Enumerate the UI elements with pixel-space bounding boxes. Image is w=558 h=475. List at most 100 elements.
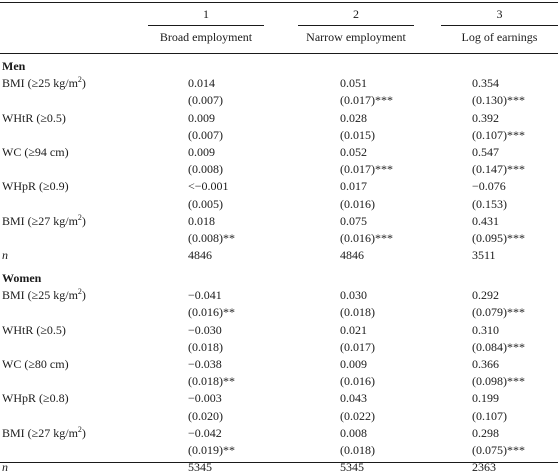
- coefficient-row: WHpR (≥0.9) <−0.001 0.017 −0.076: [0, 178, 558, 194]
- row-label-text: WHtR (≥0.5): [2, 322, 66, 337]
- standard-error-cell: (0.016)***: [340, 231, 393, 245]
- coefficient-row: WHtR (≥0.5) 0.009 0.028 0.392: [0, 110, 558, 126]
- coefficient-cell: 0.298: [472, 425, 499, 440]
- coefficient-cell: 0.051: [340, 76, 367, 91]
- coefficient-row: WHpR (≥0.8) −0.003 0.043 0.199: [0, 390, 558, 406]
- coefficient-cell: 0.292: [472, 288, 499, 303]
- standard-error-cell: (0.107): [472, 408, 507, 423]
- row-label: BMI (≥25 kg/m2): [2, 75, 86, 91]
- standard-error-cell: (0.084)***: [472, 339, 525, 354]
- coefficient-cell: 0.354: [472, 76, 499, 91]
- coefficient-cell: −0.030: [188, 322, 222, 337]
- row-label-text: WHpR (≥0.9): [2, 179, 69, 194]
- standard-error-cell: (0.022): [340, 408, 375, 423]
- coefficient-cell: −0.042: [188, 425, 222, 440]
- sample-size-cell: 4846: [340, 248, 364, 263]
- sample-size-row: n 4846 4846 3511: [0, 247, 558, 263]
- coefficient-cell: 0.547: [472, 145, 499, 159]
- coefficient-row: WC (≥94 cm) 0.009 0.052 0.547: [0, 144, 558, 160]
- row-label-superscript: 2: [77, 424, 82, 434]
- standard-error-cell: (0.018)**: [188, 374, 235, 389]
- row-label: WC (≥94 cm): [2, 144, 69, 160]
- row-label: BMI (≥27 kg/m2): [2, 213, 86, 229]
- row-label: WHtR (≥0.5): [2, 322, 66, 338]
- standard-error-cell: (0.007): [188, 127, 223, 142]
- coefficient-row: BMI (≥27 kg/m2) 0.018 0.075 0.431: [0, 213, 558, 229]
- row-label-suffix: ): [81, 288, 86, 303]
- standard-error-row: (0.007) (0.017)*** (0.130)***: [0, 92, 558, 108]
- section-header-row: Men: [0, 58, 558, 74]
- coefficient-cell: 0.008: [340, 425, 367, 440]
- coefficient-row: BMI (≥25 kg/m2) 0.014 0.051 0.354: [0, 75, 558, 91]
- standard-error-cell: (0.005): [188, 196, 223, 211]
- standard-error-cell: (0.147)***: [472, 162, 525, 177]
- coefficient-cell: 0.017: [340, 179, 367, 194]
- standard-error-cell: (0.018): [188, 339, 223, 354]
- standard-error-row: (0.008) (0.017)*** (0.147)***: [0, 161, 558, 177]
- coefficient-cell: 0.030: [340, 288, 367, 303]
- standard-error-cell: (0.007): [188, 93, 223, 108]
- sample-size-cell: 3511: [472, 248, 496, 263]
- coefficient-cell: 0.009: [188, 110, 215, 125]
- standard-error-row: (0.020) (0.022) (0.107): [0, 408, 558, 424]
- standard-error-cell: (0.008)**: [188, 231, 235, 245]
- standard-error-cell: (0.075)***: [472, 443, 525, 457]
- row-label-superscript: 2: [77, 287, 82, 297]
- standard-error-cell: (0.079)***: [472, 305, 525, 320]
- coefficient-cell: 0.431: [472, 213, 499, 228]
- column-number-3: 3: [496, 7, 503, 21]
- coefficient-cell: −0.038: [188, 357, 222, 371]
- standard-error-cell: (0.016): [340, 196, 375, 211]
- row-label: BMI (≥27 kg/m2): [2, 425, 86, 441]
- standard-error-cell: (0.098)***: [472, 374, 525, 389]
- top-rule: [0, 2, 558, 3]
- standard-error-cell: (0.017): [340, 339, 375, 354]
- coefficient-row: BMI (≥25 kg/m2) −0.041 0.030 0.292: [0, 287, 558, 303]
- coefficient-cell: 0.028: [340, 110, 367, 125]
- standard-error-row: (0.007) (0.015) (0.107)***: [0, 127, 558, 143]
- coefficient-row: WHtR (≥0.5) −0.030 0.021 0.310: [0, 322, 558, 338]
- column-number-2: 2: [353, 7, 359, 21]
- row-label: WHtR (≥0.5): [2, 110, 66, 126]
- row-label-text: WC (≥94 cm): [2, 145, 69, 159]
- standard-error-row: (0.018) (0.017) (0.084)***: [0, 339, 558, 355]
- row-label: WHpR (≥0.9): [2, 178, 69, 194]
- standard-error-cell: (0.016): [340, 374, 375, 389]
- coefficient-row: WC (≥80 cm) −0.038 0.009 0.366: [0, 356, 558, 372]
- standard-error-cell: (0.130)***: [472, 93, 525, 108]
- standard-error-cell: (0.015): [340, 127, 375, 142]
- coefficient-cell: 0.014: [188, 76, 215, 91]
- coefficient-cell: 0.075: [340, 213, 367, 228]
- standard-error-cell: (0.017)***: [340, 93, 393, 108]
- coefficient-cell: 0.366: [472, 357, 499, 371]
- standard-error-cell: (0.018): [340, 305, 375, 320]
- row-label-text: BMI (≥27 kg/m: [2, 213, 78, 228]
- row-label-superscript: 2: [77, 75, 82, 85]
- standard-error-cell: (0.019)**: [188, 443, 235, 457]
- coefficient-cell: 0.052: [340, 145, 367, 159]
- column-header-broad-employment: Broad employment: [159, 30, 253, 44]
- section-label: Women: [2, 271, 42, 285]
- coefficient-cell: 0.018: [188, 213, 215, 228]
- row-label: WHpR (≥0.8): [2, 390, 69, 406]
- row-label-text: WHtR (≥0.5): [2, 110, 66, 125]
- standard-error-cell: (0.020): [188, 408, 223, 423]
- coefficient-cell: 0.021: [340, 322, 367, 337]
- column-header-log-earnings: Log of earnings: [461, 30, 538, 44]
- row-label-text: BMI (≥27 kg/m: [2, 425, 78, 440]
- section-header-row: Women: [0, 270, 558, 286]
- coefficient-cell: 0.009: [340, 357, 367, 371]
- row-label-superscript: 2: [77, 212, 82, 222]
- column-1-underline: [148, 25, 264, 26]
- header-rule: [0, 53, 558, 54]
- standard-error-row: (0.008)** (0.016)*** (0.095)***: [0, 230, 558, 246]
- standard-error-cell: (0.107)***: [472, 127, 525, 142]
- coefficient-cell: −0.041: [188, 288, 222, 303]
- standard-error-cell: (0.095)***: [472, 231, 525, 245]
- bottom-rule: [0, 462, 558, 463]
- row-label-suffix: ): [81, 213, 86, 228]
- standard-error-row: (0.019)** (0.018) (0.075)***: [0, 442, 558, 458]
- standard-error-row: (0.005) (0.016) (0.153): [0, 196, 558, 212]
- section-label: Men: [2, 59, 26, 73]
